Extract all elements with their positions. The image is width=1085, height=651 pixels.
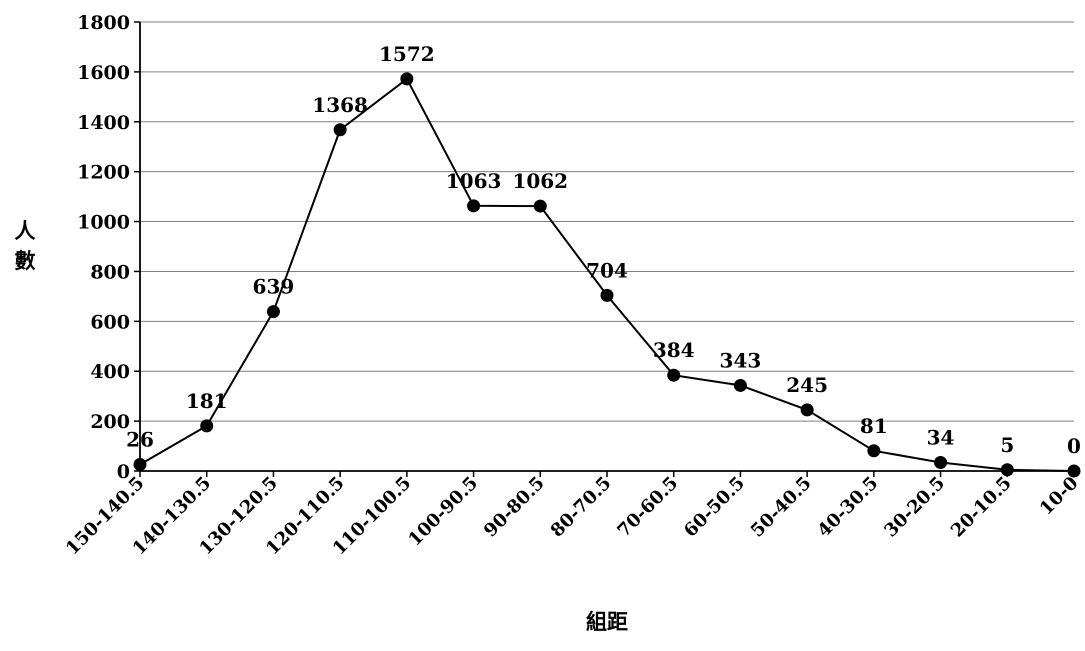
data-markers (133, 72, 1081, 478)
y-axis-title-char-2: 數 (15, 248, 36, 273)
data-label: 343 (720, 348, 762, 372)
x-tick-label: 50-40.5 (747, 473, 816, 542)
data-label: 1062 (512, 169, 568, 193)
x-tick-label: 80-70.5 (547, 473, 616, 542)
data-label: 639 (253, 275, 295, 299)
x-tick-label: 60-50.5 (680, 473, 749, 542)
axes (134, 21, 1075, 477)
data-label: 34 (927, 426, 955, 450)
data-point (1000, 463, 1014, 477)
data-label: 26 (126, 428, 154, 452)
data-point (733, 378, 747, 392)
x-tick-label: 100-90.5 (404, 473, 482, 551)
data-label: 5 (1000, 433, 1014, 457)
data-label: 704 (586, 258, 628, 282)
data-label: 0 (1067, 434, 1081, 458)
data-point (934, 456, 948, 470)
x-tick-label: 90-80.5 (480, 473, 549, 542)
data-point (533, 199, 547, 213)
data-point (1067, 464, 1081, 478)
data-point (867, 444, 881, 458)
y-tick-label: 600 (90, 311, 130, 333)
data-point (667, 368, 681, 382)
data-point (200, 419, 214, 433)
y-tick-label: 1800 (77, 12, 130, 34)
data-label: 1572 (379, 42, 435, 66)
data-label: 384 (653, 338, 695, 362)
x-tick-label: 30-20.5 (880, 473, 949, 542)
y-tick-labels: 0 200 400 600 800 1000 1200 1400 1600 1800 (77, 12, 130, 483)
data-point (400, 72, 414, 86)
data-point (800, 403, 814, 417)
data-label: 1368 (312, 93, 368, 117)
y-tick-label: 200 (90, 411, 130, 433)
x-tick-label: 40-30.5 (814, 473, 883, 542)
y-axis-title-char-1: 人 (15, 218, 36, 243)
data-label: 245 (786, 373, 828, 397)
y-tick-label: 1400 (77, 112, 130, 134)
y-tick-label: 400 (90, 361, 130, 383)
data-label: 81 (860, 414, 888, 438)
x-axis-title: 組距 (586, 609, 628, 634)
data-point (133, 458, 147, 472)
data-label: 181 (186, 389, 228, 413)
y-tick-label: 800 (90, 261, 130, 283)
data-label: 1063 (446, 169, 502, 193)
x-tick-label: 10-0 (1036, 473, 1083, 520)
y-tick-label: 1600 (77, 62, 130, 84)
x-tick-labels: 150-140.5140-130.5130-120.5120-110.5110-… (62, 473, 1083, 560)
x-tick-label: 20-10.5 (947, 473, 1016, 542)
x-tick-label: 70-60.5 (613, 473, 682, 542)
y-tick-label: 1200 (77, 162, 130, 184)
y-tick-label: 0 (117, 461, 130, 483)
y-tick-label: 1000 (77, 212, 130, 234)
gridlines (140, 21, 1074, 422)
data-point (600, 288, 614, 302)
data-point (333, 123, 347, 137)
data-point (266, 305, 280, 319)
data-labels: 26 181 639 1368 1572 1063 1062 704 384 343 245 81 34… (126, 42, 1081, 458)
data-point (467, 199, 481, 213)
